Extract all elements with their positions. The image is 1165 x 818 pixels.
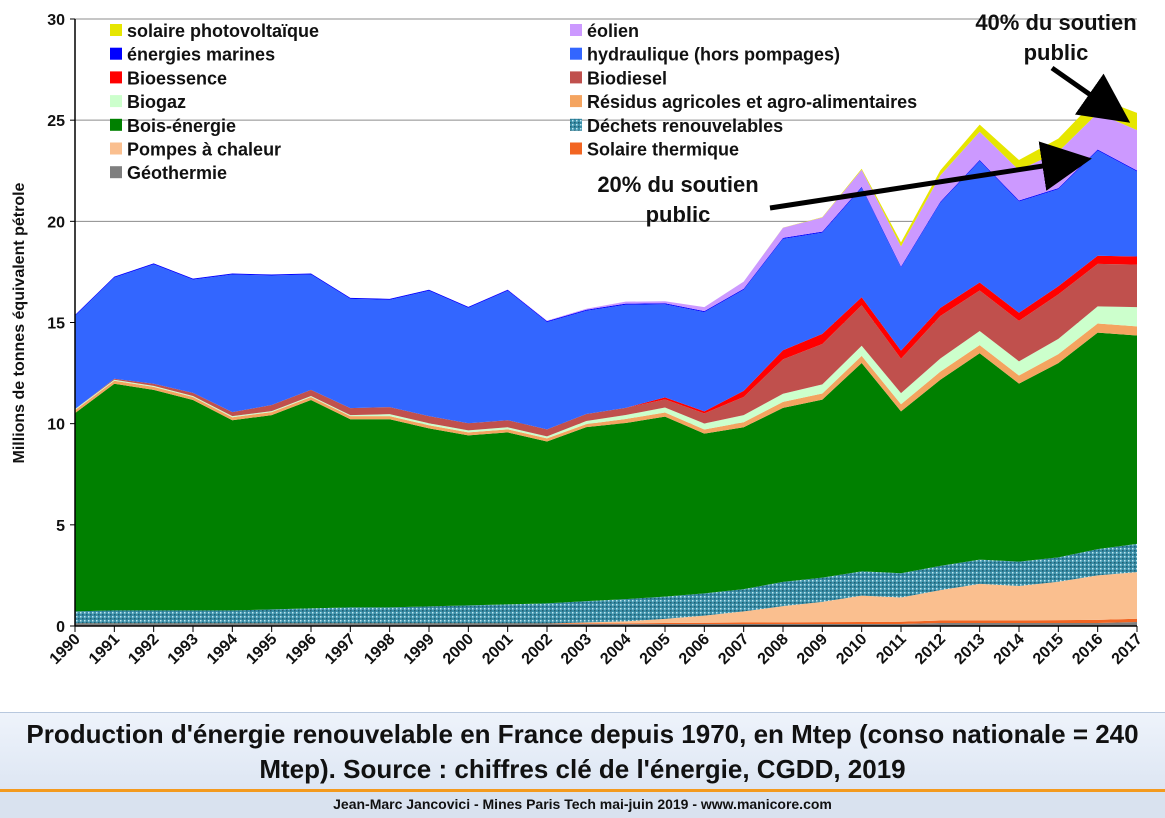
area-bois-energie: [75, 332, 1137, 612]
x-tick-label: 2014: [991, 631, 1028, 668]
x-tick-label: 1997: [322, 631, 359, 668]
annotation-arrow-20pct: [769, 141, 1092, 211]
stacked-areas: [75, 97, 1137, 626]
y-tick-label: 10: [47, 417, 65, 434]
legend-swatch-energies-marines: [110, 47, 122, 60]
area-biodiesel: [75, 263, 1137, 437]
axes: [70, 18, 1138, 632]
x-tick-label: 2005: [637, 631, 674, 668]
legend-label-geothermie: Géothermie: [127, 163, 227, 183]
x-tick-label: 2002: [519, 631, 556, 668]
legend-swatch-eolien: [570, 24, 582, 36]
chart-frame: 0 5 10 15 20 25 30 1990 1991 1992 1993 1994 1995 199…: [11, 10, 1146, 668]
legend-label-bioessence: Bioessence: [127, 68, 227, 88]
annotation-40pct-line1: 40% du soutien: [975, 10, 1136, 35]
legend-label-dechets-renouvelables: Déchets renouvelables: [587, 116, 783, 136]
legend-swatch-solaire-photovoltaique: [110, 24, 122, 36]
x-tick-label: 2007: [715, 631, 752, 668]
accent-rule: [0, 789, 1165, 792]
x-tick-label: 1990: [47, 631, 84, 668]
legend-swatch-bioessence: [110, 71, 122, 84]
y-tick-label: 25: [47, 113, 65, 130]
footer-band: Jean-Marc Jancovici - Mines Paris Tech m…: [0, 792, 1165, 818]
x-tick-label: 2010: [833, 631, 870, 668]
footer-credit: Jean-Marc Jancovici - Mines Paris Tech m…: [333, 796, 832, 812]
legend-swatch-geothermie: [110, 166, 122, 179]
x-tick-label: 2003: [558, 631, 595, 668]
x-tick-label: 2012: [912, 631, 949, 668]
area-residus-agricoles-et-agro-alimentaires: [75, 323, 1137, 442]
y-tick-label: 20: [47, 214, 65, 231]
x-tick-label: 2011: [873, 631, 910, 668]
x-tick-label: 1996: [283, 631, 320, 668]
x-tick-label: 1993: [165, 631, 202, 668]
area-dechets-renouvelables: [75, 543, 1137, 624]
x-tick-label: 2000: [440, 631, 477, 668]
caption-band: Production d'énergie renouvelable en Fra…: [0, 712, 1165, 791]
legend: solaire photovoltaïque éolien énergies mar…: [110, 21, 917, 183]
y-tick-label: 30: [47, 12, 65, 29]
legend-label-bois-energie: Bois-énergie: [127, 116, 236, 136]
x-tick-label: 2006: [676, 631, 713, 668]
legend-label-solaire-photovoltaique: solaire photovoltaïque: [127, 21, 319, 41]
x-tick-label: 2017: [1109, 631, 1146, 668]
area-biogaz: [75, 306, 1137, 439]
x-tick-label: 1991: [86, 631, 123, 668]
chart-caption: Production d'énergie renouvelable en Fra…: [26, 719, 1139, 784]
x-tick-labels: 1990 1991 1992 1993 1994 1995 1996 1997 1998 1999…: [47, 631, 1146, 668]
annotation-20pct-line1: 20% du soutien: [597, 172, 758, 197]
annotations: 20% du soutien public 40% du soutien pub…: [597, 10, 1136, 227]
legend-label-biogaz: Biogaz: [127, 92, 186, 112]
x-tick-label: 1994: [204, 631, 241, 668]
legend-label-energies-marines: énergies marines: [127, 45, 275, 65]
x-tick-label: 2001: [479, 631, 516, 668]
x-tick-label: 1998: [361, 631, 398, 668]
x-tick-label: 2013: [951, 631, 988, 668]
x-tick-label: 2015: [1030, 631, 1067, 668]
legend-label-hydraulique-hors-pompages: hydraulique (hors pompages): [587, 45, 840, 65]
legend-label-pompes-a-chaleur: Pompes à chaleur: [127, 140, 281, 160]
legend-swatch-dechets-renouvelables: [570, 118, 582, 131]
x-tick-label: 2004: [597, 631, 634, 668]
legend-label-biodiesel: Biodiesel: [587, 68, 667, 88]
legend-swatch-bois-energie: [110, 118, 122, 131]
legend-label-eolien: éolien: [587, 21, 639, 41]
x-tick-label: 1995: [243, 631, 280, 668]
legend-swatch-biodiesel: [570, 71, 582, 84]
y-tick-labels: 0 5 10 15 20 25 30: [47, 12, 65, 636]
annotation-40pct-line2: public: [1024, 40, 1089, 65]
legend-swatch-hydraulique-hors-pompages: [570, 47, 582, 60]
x-tick-label: 1992: [125, 631, 162, 668]
legend-swatch-residus-agricoles-et-agro-alimentaires: [570, 95, 582, 108]
x-tick-label: 1999: [401, 631, 438, 668]
area-solaire-thermique: [75, 618, 1137, 624]
y-tick-label: 15: [47, 316, 65, 333]
legend-swatch-biogaz: [110, 95, 122, 108]
x-tick-label: 2016: [1069, 631, 1106, 668]
legend-swatch-solaire-thermique: [570, 142, 582, 155]
legend-label-residus-agricoles-et-agro-alimentaires: Résidus agricoles et agro-alimentaires: [587, 92, 917, 112]
y-tick-label: 5: [56, 518, 65, 535]
legend-swatch-pompes-a-chaleur: [110, 142, 122, 155]
x-tick-label: 2008: [755, 631, 792, 668]
annotation-20pct-line2: public: [646, 202, 711, 227]
area-pompes-a-chaleur: [75, 572, 1137, 624]
y-tick-label: 0: [56, 619, 65, 636]
area-hydraulique-hors-pompages: [75, 150, 1137, 430]
annotation-arrow-40pct: [1050, 65, 1131, 123]
x-tick-label: 2009: [794, 631, 831, 668]
legend-label-solaire-thermique: Solaire thermique: [587, 140, 739, 160]
area-eolien: [75, 113, 1137, 322]
y-axis-label: Millions de tonnes équivalent pétrole: [11, 182, 28, 463]
